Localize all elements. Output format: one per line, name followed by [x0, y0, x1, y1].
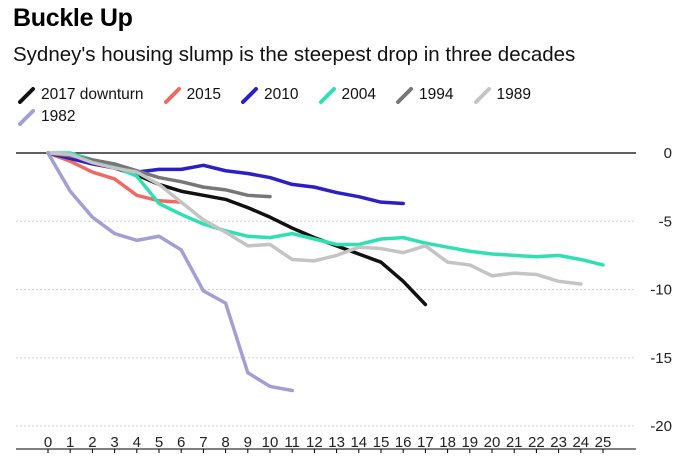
series-line-2004: [46, 151, 605, 267]
legend-swatch-icon: [18, 108, 35, 126]
x-tick-label: 10: [262, 434, 279, 451]
legend-label: 2010: [264, 86, 299, 103]
y-tick-label: -10: [650, 282, 672, 299]
x-tick-label: 6: [177, 434, 185, 451]
x-tick-label: 20: [484, 434, 501, 451]
legend-item-2010: 2010: [241, 86, 299, 104]
y-tick-label: -15: [650, 350, 672, 367]
legend-item-1989: 1989: [473, 86, 531, 104]
legend-row-1: 2017 downturn 2015 2010 2004 1994: [18, 84, 658, 106]
x-tick-label: 18: [439, 434, 456, 451]
legend-row-2: 1982: [18, 106, 658, 128]
y-tick-label: 0: [664, 145, 672, 162]
legend-swatch-icon: [163, 86, 181, 104]
legend: 2017 downturn 2015 2010 2004 1994: [18, 84, 658, 128]
x-tick-label: 16: [395, 434, 412, 451]
legend-item-2004: 2004: [318, 86, 377, 104]
x-tick-label: 1: [66, 434, 74, 451]
legend-item-2015: 2015: [163, 86, 222, 104]
x-tick-label: 0: [44, 434, 52, 451]
legend-label: 1994: [419, 86, 454, 103]
chart-subtitle: Sydney's housing slump is the steepest d…: [13, 43, 576, 66]
x-tick-label: 15: [373, 434, 390, 451]
x-tick-label: 25: [595, 434, 612, 451]
legend-label: 1982: [41, 108, 76, 125]
x-tick-label: 13: [328, 434, 345, 451]
x-tick-label: 7: [199, 434, 207, 451]
x-tick-label: 3: [110, 434, 118, 451]
legend-swatch-icon: [241, 86, 259, 104]
legend-label: 2004: [341, 86, 377, 103]
x-tick-label: 9: [244, 434, 252, 451]
y-tick-label: -5: [659, 213, 672, 230]
x-tick-label: 19: [461, 434, 478, 451]
chart-title: Buckle Up: [13, 4, 133, 32]
legend-swatch-icon: [318, 86, 336, 104]
x-tick-label: 14: [350, 434, 367, 451]
y-tick-label: -20: [650, 418, 672, 435]
series-line-1989: [46, 151, 583, 286]
x-tick-label: 24: [572, 434, 589, 451]
x-tick-label: 5: [155, 434, 163, 451]
legend-swatch-icon: [18, 86, 35, 104]
x-tick-label: 21: [506, 434, 523, 451]
legend-item-1982: 1982: [18, 108, 75, 126]
x-tick-label: 12: [306, 434, 323, 451]
x-tick-label: 4: [133, 434, 141, 451]
legend-label: 2017 downturn: [41, 86, 144, 103]
legend-swatch-icon: [396, 86, 414, 104]
legend-item-2017: 2017 downturn: [18, 86, 144, 104]
x-tick-label: 11: [284, 434, 300, 451]
legend-item-1994: 1994: [396, 86, 454, 104]
legend-swatch-icon: [473, 86, 491, 104]
x-tick-label: 2: [88, 434, 96, 451]
series-line-1982: [46, 151, 294, 393]
legend-label: 2015: [186, 86, 222, 103]
x-tick-label: 8: [221, 434, 229, 451]
x-tick-label: 23: [550, 434, 567, 451]
legend-label: 1989: [496, 86, 531, 103]
x-tick-label: 22: [528, 434, 545, 451]
x-tick-label: 17: [417, 434, 434, 451]
